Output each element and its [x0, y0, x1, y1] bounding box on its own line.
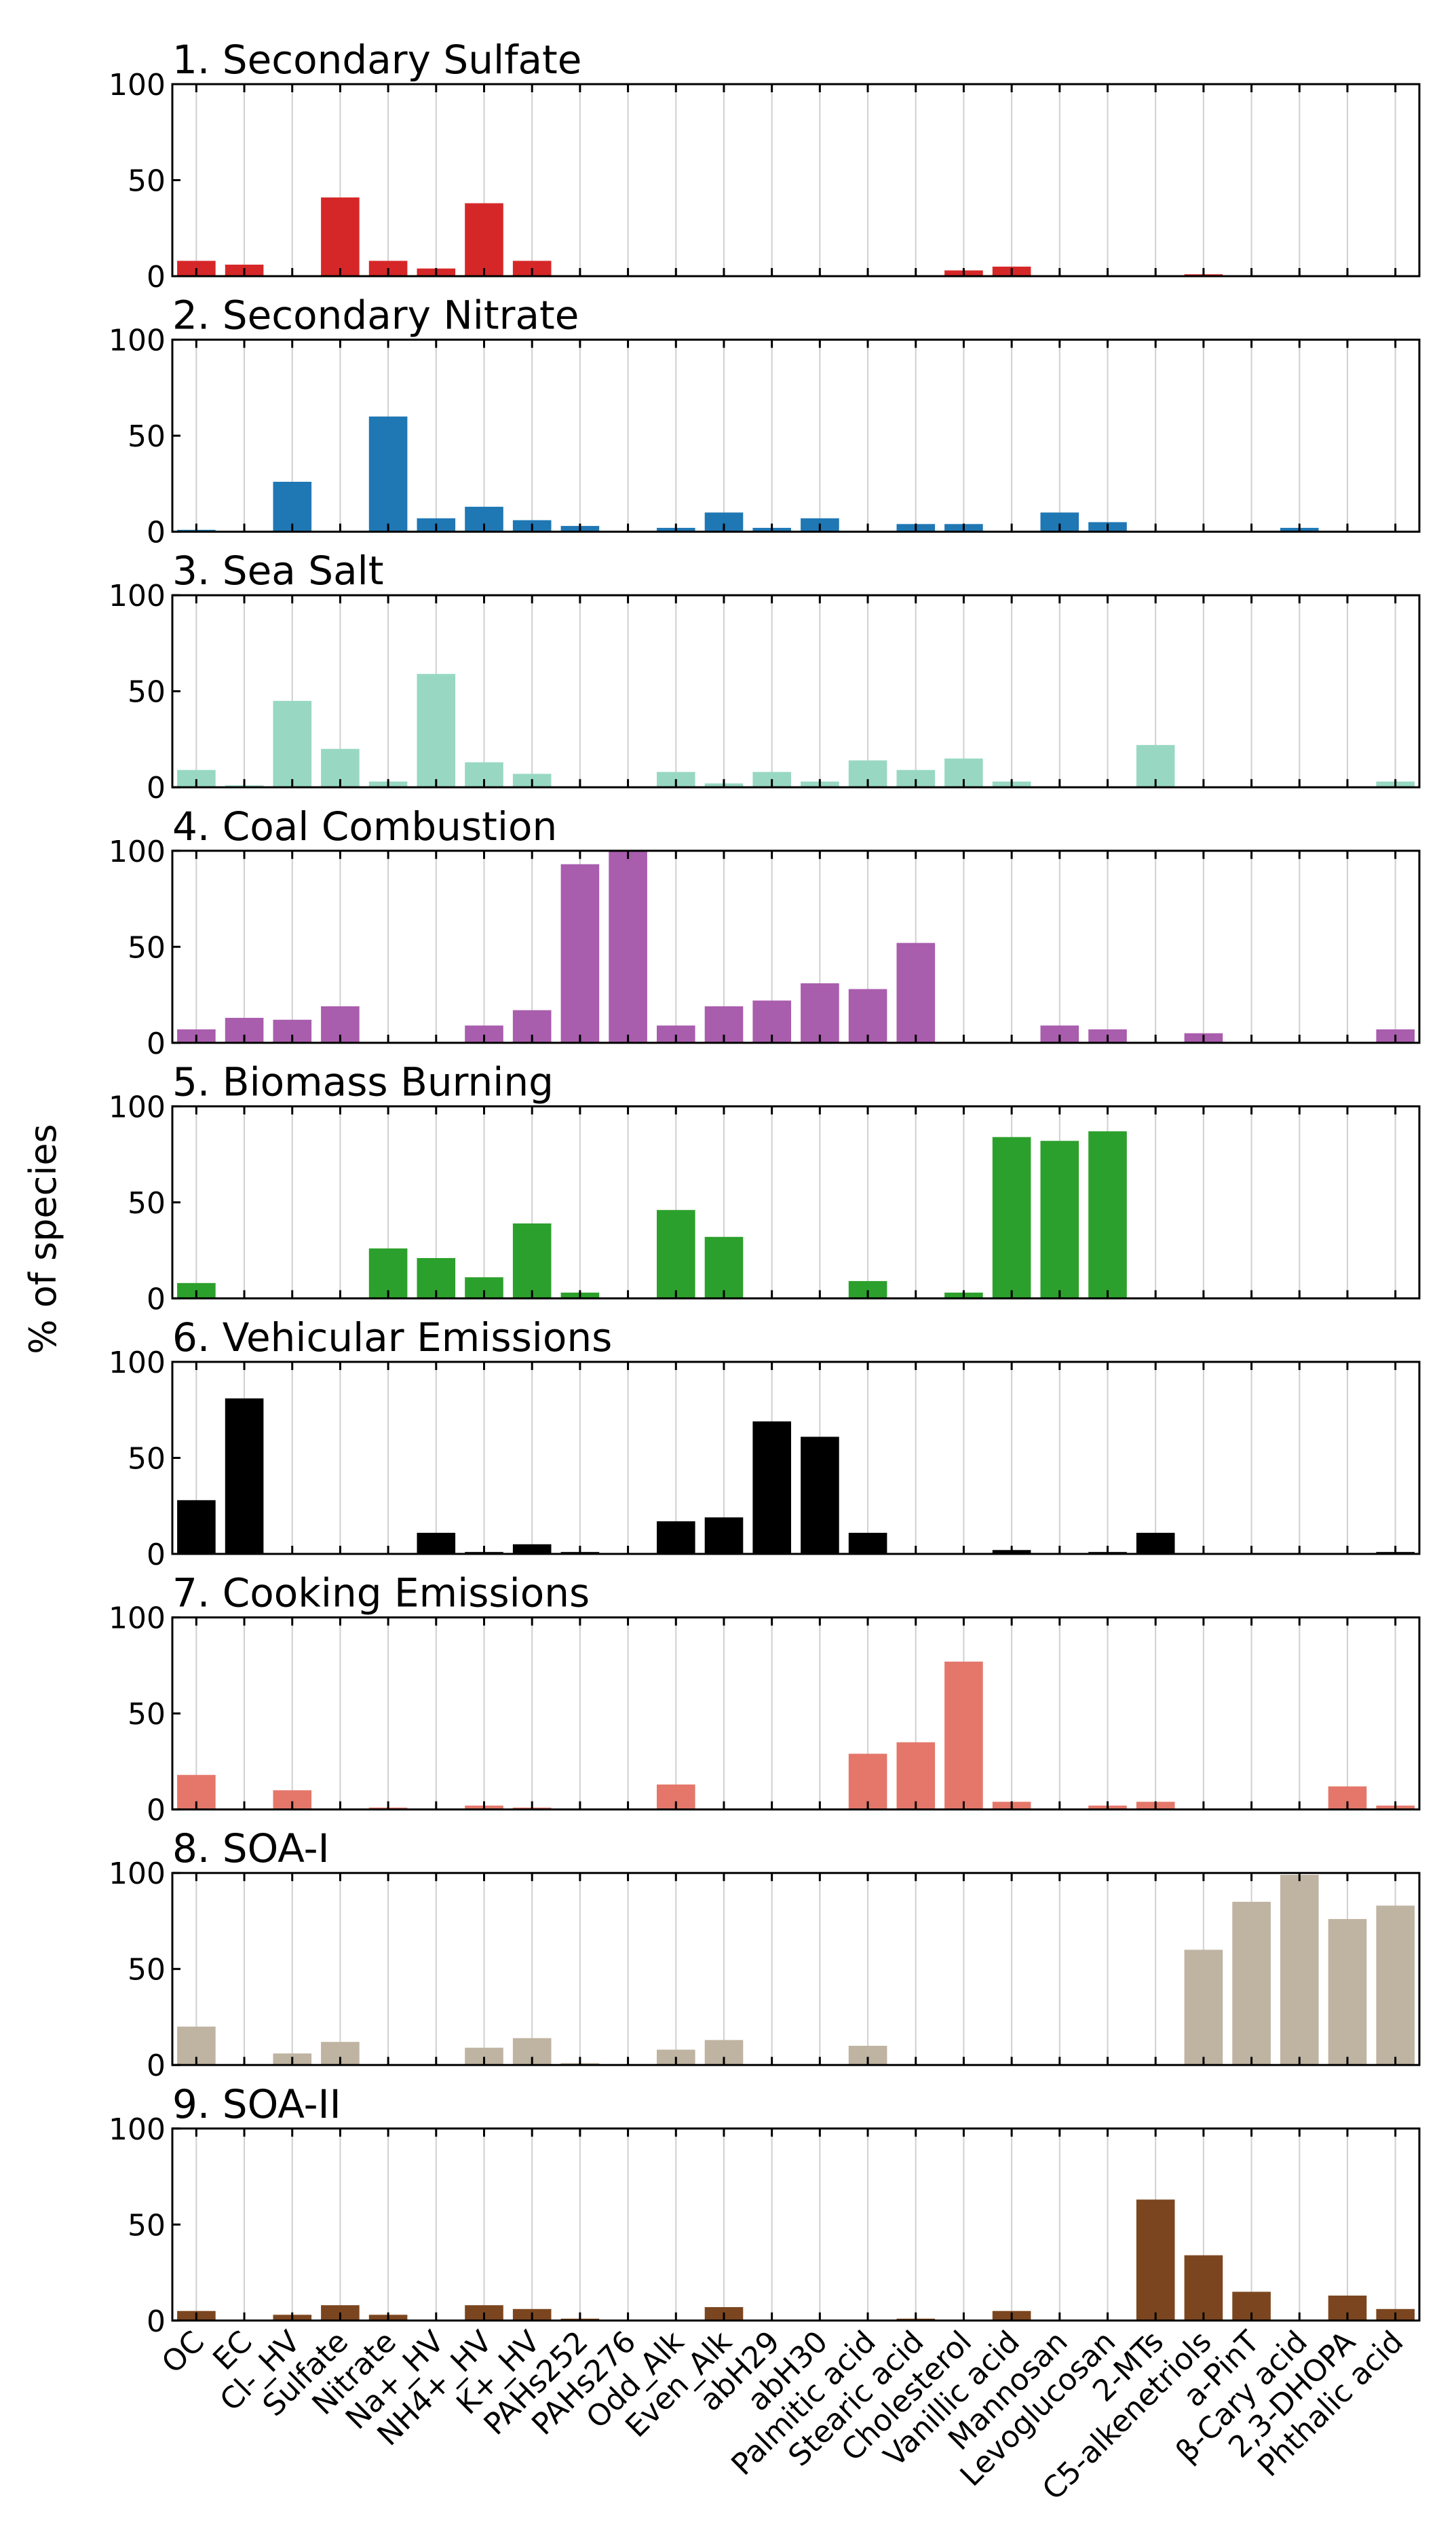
panel-7: 7. Cooking Emissions 0 50 100 — [109, 1570, 1421, 1828]
y-tick-label: 50 — [128, 164, 166, 199]
y-tick-label: 50 — [128, 675, 166, 710]
plot-frame — [171, 1361, 1421, 1555]
bar — [944, 1661, 983, 1810]
bar — [1040, 1141, 1079, 1299]
bar — [657, 1210, 695, 1299]
x-tick-labels: OCECCl-_HVSulfateNitrateNa+_HVNH4+_HVK+_… — [155, 2324, 1411, 2507]
y-tick-label: 100 — [109, 324, 166, 358]
bar — [368, 416, 408, 532]
bar — [225, 1398, 264, 1554]
bar — [273, 700, 312, 788]
bar — [321, 197, 360, 276]
panel-3: 3. Sea Salt 0 50 100 — [109, 548, 1421, 805]
y-tick-label: 100 — [109, 2112, 166, 2147]
y-tick-label: 100 — [109, 1090, 166, 1124]
y-tick-label: 50 — [128, 930, 166, 965]
y-tick-label: 50 — [128, 1442, 166, 1477]
plot-frame — [171, 339, 1421, 533]
y-tick-label: 0 — [147, 2304, 166, 2339]
y-tick-label: 0 — [147, 1027, 166, 1061]
panel-title: 8. SOA-I — [172, 1825, 330, 1871]
panel-title: 2. Secondary Nitrate — [172, 292, 579, 339]
bar — [1280, 1875, 1319, 2066]
y-tick-label: 0 — [147, 771, 166, 805]
bar — [896, 943, 936, 1043]
panel-9: 9. SOA-II 0 50 100 — [109, 2081, 1421, 2339]
y-tick-label: 0 — [147, 2049, 166, 2083]
y-axis-label: % of species — [22, 1124, 64, 1354]
bar — [465, 203, 503, 276]
bar — [273, 482, 312, 532]
bar — [801, 1437, 839, 1554]
panel-title: 7. Cooking Emissions — [172, 1570, 590, 1616]
y-tick-label: 50 — [128, 419, 166, 454]
panel-title: 5. Biomass Burning — [172, 1059, 554, 1105]
panel-6: 6. Vehicular Emissions 0 50 100 — [109, 1314, 1421, 1572]
y-tick-label: 0 — [147, 260, 166, 294]
y-tick-label: 50 — [128, 1186, 166, 1221]
panel-1: 1. Secondary Sulfate 0 50 100 — [109, 37, 1421, 294]
y-tick-label: 50 — [128, 1953, 166, 1988]
bar — [1184, 2255, 1223, 2321]
bar — [752, 1421, 791, 1554]
bar — [177, 1500, 216, 1554]
bar — [848, 1753, 887, 1810]
plot-frame — [171, 1616, 1421, 1811]
y-tick-label: 50 — [128, 1697, 166, 1732]
panel-title: 4. Coal Combustion — [172, 803, 557, 850]
y-tick-label: 100 — [109, 1857, 166, 1891]
panel-4: 4. Coal Combustion 0 50 100 — [109, 803, 1421, 1061]
panel-title: 9. SOA-II — [172, 2081, 341, 2127]
panel-2: 2. Secondary Nitrate 0 50 100 — [109, 292, 1421, 550]
y-tick-label: 100 — [109, 579, 166, 613]
bar — [704, 1236, 744, 1299]
panel-title: 3. Sea Salt — [172, 548, 383, 594]
bar — [1376, 1905, 1415, 2066]
bar — [512, 1223, 552, 1299]
bar — [1328, 1919, 1367, 2066]
y-tick-label: 0 — [147, 1793, 166, 1828]
panel-5: 5. Biomass Burning 0 50 100 — [109, 1059, 1421, 1316]
plot-frame — [171, 1105, 1421, 1299]
y-tick-label: 100 — [109, 1601, 166, 1636]
y-tick-label: 50 — [128, 2208, 166, 2243]
panel-8: 8. SOA-I 0 50 100 — [109, 1825, 1421, 2083]
y-tick-label: 100 — [109, 835, 166, 869]
bar — [848, 989, 887, 1043]
y-tick-label: 100 — [109, 68, 166, 102]
bar — [801, 983, 839, 1043]
y-tick-label: 0 — [147, 516, 166, 550]
bar — [896, 1742, 936, 1810]
y-tick-label: 0 — [147, 1538, 166, 1572]
panel-title: 1. Secondary Sulfate — [172, 37, 581, 83]
panel-title: 6. Vehicular Emissions — [172, 1314, 612, 1361]
bar — [1136, 2199, 1175, 2321]
bar — [992, 1137, 1031, 1299]
plot-frame — [171, 2127, 1421, 2322]
bar — [609, 850, 647, 1043]
bar — [1184, 1950, 1223, 2066]
bar — [1088, 1131, 1127, 1299]
bar — [560, 864, 600, 1043]
bar — [368, 1248, 408, 1299]
y-tick-label: 100 — [109, 1346, 166, 1380]
bar — [1232, 1901, 1271, 2066]
y-tick-label: 0 — [147, 1282, 166, 1316]
bar — [417, 674, 456, 788]
